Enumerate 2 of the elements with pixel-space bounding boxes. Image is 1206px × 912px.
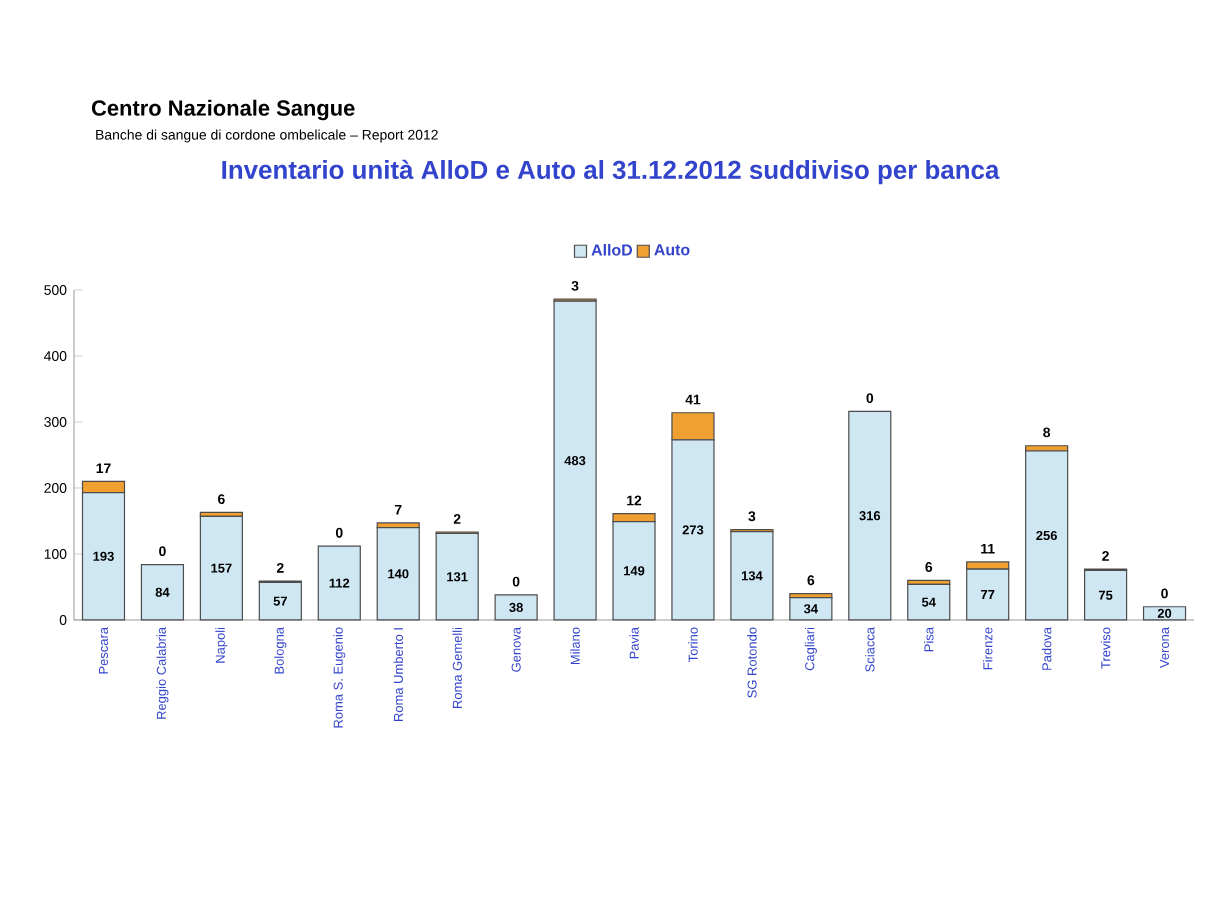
chart-title: Inventario unità AlloD e Auto al 31.12.2012 suddiviso per banca — [222, 159, 1000, 185]
text: Centro Nazionale Sangue — [91, 99, 355, 121]
